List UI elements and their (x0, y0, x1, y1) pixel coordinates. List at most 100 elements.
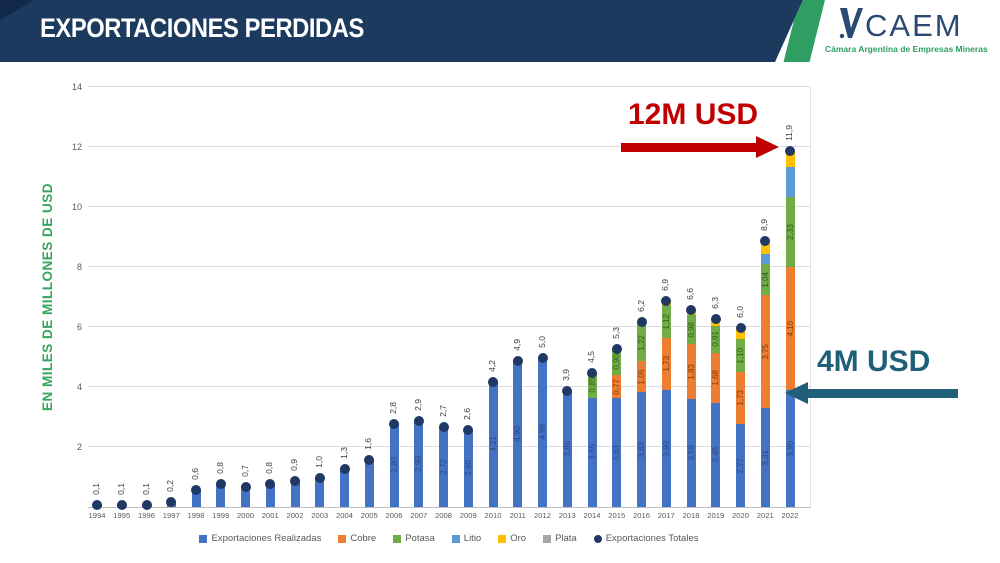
total-label-2018: 6,6 (685, 288, 695, 300)
gridline-12 (88, 146, 810, 147)
bar-2007-exportaciones-realizadas: 2,90 (414, 420, 424, 507)
x-tick-2020: 2020 (732, 511, 749, 520)
total-marker-2002 (290, 476, 300, 486)
teal-arrow-head-icon (785, 382, 808, 404)
x-tick-2009: 2009 (459, 511, 477, 520)
legend-swatch-icon (498, 534, 507, 543)
bar-2022-exportaciones-realizadas: 3,90 (785, 390, 795, 507)
y-tick-8: 8 (76, 262, 82, 272)
total-marker-2004 (339, 464, 350, 474)
x-tick-1999: 1999 (212, 511, 230, 520)
bar-2001-exportaciones-realizadas (265, 483, 275, 507)
y-tick-10: 10 (71, 202, 82, 212)
segment-label: 3,59 (686, 445, 696, 461)
bar-2020-exportaciones-realizadas: 2,77 (736, 423, 745, 507)
total-label-2019: 6,3 (709, 297, 720, 309)
total-marker-2012 (537, 353, 548, 363)
total-label-2013: 3,9 (561, 369, 572, 381)
caem-logo-subtitle: Cámara Argentina de Empresas Mineras (825, 44, 988, 54)
total-marker-2020 (735, 323, 746, 333)
total-marker-2007 (413, 416, 424, 426)
legend-label: Cobre (350, 533, 377, 544)
bar-2021-potasa: 1,04 (760, 264, 770, 296)
total-marker-2011 (512, 356, 523, 366)
y-tick-12: 12 (71, 142, 82, 152)
total-label-2014: 4,5 (586, 351, 596, 363)
total-marker-2009 (463, 425, 474, 435)
segment-label: 1,73 (736, 390, 745, 406)
bar-2016-cobre: 1,05 (637, 360, 646, 393)
bar-2016-potasa: 1,22 (637, 324, 646, 361)
segment-label: 2,60 (463, 460, 473, 476)
segment-label: 1,73 (661, 356, 671, 372)
segment-label: 2,33 (785, 224, 795, 240)
bar-2019-potasa: 0,91 (711, 325, 721, 353)
x-tick-2002: 2002 (286, 511, 304, 520)
bar-2013-exportaciones-realizadas: 3,85 (562, 390, 572, 507)
bar-2019-cobre: 1,68 (711, 352, 721, 404)
total-marker-2010 (488, 377, 498, 387)
x-tick-1998: 1998 (187, 511, 205, 520)
total-label-2010: 4,2 (487, 360, 497, 372)
total-marker-2017 (661, 296, 672, 306)
bar-1999-exportaciones-realizadas (216, 483, 226, 507)
x-tick-2008: 2008 (435, 511, 452, 520)
chart-legend: Exportaciones Realizadas Cobre Potasa Litio… (88, 533, 810, 544)
segment-label: 3,90 (785, 440, 795, 457)
bar-2014-exportaciones-realizadas: 3,65 (587, 397, 597, 507)
bar-2010-exportaciones-realizadas: 4,21 (488, 381, 498, 507)
legend-item-oro: Oro (498, 533, 526, 544)
x-tick-2021: 2021 (756, 511, 774, 520)
bar-2012-exportaciones-realizadas: 4,98 (538, 357, 547, 507)
total-marker-2019 (710, 314, 721, 324)
legend-item-exportaciones-totales: Exportaciones Totales (593, 533, 699, 544)
total-marker-2006 (389, 419, 399, 429)
total-marker-1994 (92, 500, 102, 510)
total-label-2015: 5,3 (610, 327, 621, 339)
x-tick-1997: 1997 (162, 511, 180, 520)
x-tick-2014: 2014 (583, 511, 601, 520)
x-tick-1996: 1996 (138, 511, 155, 520)
total-label-1997: 0,2 (165, 480, 176, 492)
segment-label: 0,90 (612, 353, 622, 370)
bar-2006-exportaciones-realizadas: 2,80 (389, 423, 399, 507)
red-arrow-icon (621, 143, 757, 152)
segment-label: 4,21 (488, 436, 498, 452)
segment-label: 1,22 (637, 334, 646, 351)
total-marker-2018 (686, 305, 696, 315)
bar-1998-exportaciones-realizadas (191, 489, 201, 507)
bar-2022-oro (785, 150, 795, 167)
segment-label: 3,90 (661, 440, 671, 457)
gridline-4 (88, 386, 810, 387)
x-tick-2012: 2012 (534, 511, 551, 520)
total-label-2002: 0,9 (289, 459, 299, 471)
total-label-2008: 2,7 (437, 405, 448, 417)
x-tick-2019: 2019 (707, 511, 725, 520)
legend-item-plata: Plata (543, 533, 577, 544)
corner-fold-decoration (0, 0, 34, 20)
y-tick-14: 14 (71, 82, 82, 92)
segment-label: 1,04 (760, 271, 770, 288)
bar-2021-oro (760, 240, 770, 254)
legend-item-cobre: Cobre (338, 533, 376, 544)
total-marker-2015 (611, 344, 622, 354)
x-tick-2000: 2000 (237, 511, 254, 520)
y-tick-4: 4 (76, 382, 82, 392)
segment-label: 3,83 (637, 441, 646, 458)
legend-swatch-icon (199, 534, 208, 543)
x-tick-2006: 2006 (385, 511, 403, 520)
total-label-2006: 2,8 (388, 402, 398, 414)
x-tick-2004: 2004 (336, 511, 353, 520)
segment-label: 1,68 (711, 370, 721, 386)
total-marker-2000 (240, 482, 251, 492)
total-label-2004: 1,3 (338, 447, 349, 459)
segment-label: 1,10 (736, 347, 745, 364)
bar-2016-exportaciones-realizadas: 3,83 (637, 392, 646, 507)
bar-2018-potasa: 0,98 (686, 315, 696, 345)
legend-swatch-icon (543, 534, 552, 543)
bar-2002-exportaciones-realizadas (290, 480, 300, 507)
bar-2015-cobre: 0,77 (612, 375, 622, 399)
segment-label: 0,98 (686, 321, 696, 338)
bar-2009-exportaciones-realizadas: 2,60 (463, 429, 473, 507)
total-label-2000: 0,7 (239, 465, 250, 477)
